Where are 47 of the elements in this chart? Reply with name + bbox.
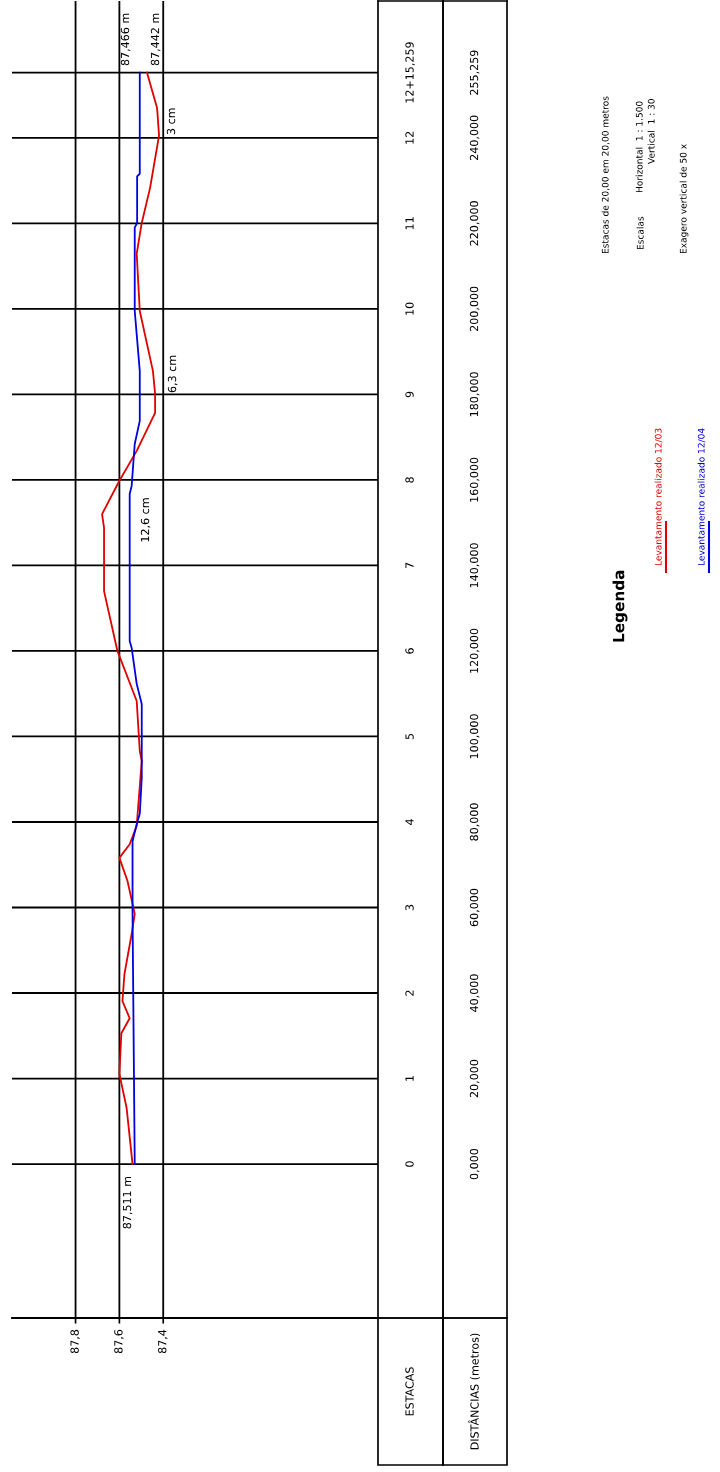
y-tick-label: 100,000 <box>469 714 480 759</box>
y2-tick-label: 2 <box>405 990 414 996</box>
annotation: 87,442 m <box>150 13 161 66</box>
y2-tick-label: 3 <box>405 904 414 911</box>
text: Levantamento realizado 12/03 <box>654 428 663 566</box>
text: Exagero vertical de 50 x <box>679 144 689 254</box>
y-tick-label: 200,000 <box>469 286 480 332</box>
y-tick-label: 0,000 <box>469 1148 480 1180</box>
y2-tick-label: 4 <box>405 819 414 825</box>
y-tick-label: 160,000 <box>469 457 480 502</box>
annotation: 87,466 m <box>120 13 131 66</box>
y-tick-label: 180,000 <box>469 372 480 417</box>
y-tick-label: 255,259 <box>469 50 480 95</box>
y2-tick-label: 12 <box>405 131 414 144</box>
text: Escalas <box>636 216 644 250</box>
annotation: 87,511 m <box>122 1176 133 1229</box>
y2-tick-label: 7 <box>405 562 414 569</box>
y-tick-label: 120,000 <box>469 628 480 673</box>
text: Levantamento realizado 12/04 <box>697 428 706 566</box>
y2-tick-label: 5 <box>405 733 414 740</box>
y-tick-label: 140,000 <box>469 543 480 588</box>
annotation: 3 cm <box>166 108 176 135</box>
x-tick-label: 87,8 <box>70 1329 80 1354</box>
y2-tick-label: 1 <box>405 1076 414 1081</box>
y-tick-label: 220,000 <box>469 201 480 246</box>
x-tick-label: 87,4 <box>158 1329 168 1354</box>
y2-axis-title: ESTACAS <box>405 1367 414 1416</box>
y-tick-label: 40,000 <box>469 974 480 1012</box>
y2-tick-label: 12+15,259 <box>405 42 415 103</box>
annotation: 6,3 cm <box>167 355 178 393</box>
y-tick-label: 20,000 <box>469 1059 480 1098</box>
y-axis-title: DISTÂNCIAS (metros) <box>468 1333 481 1450</box>
x-tick-label: 87,6 <box>114 1329 124 1354</box>
text: Vertical 1 : 30 <box>647 99 655 164</box>
text: Estacas de 20,00 em 20,00 metros <box>601 96 610 254</box>
y2-tick-label: 6 <box>405 648 414 654</box>
legend-title: Legenda <box>612 570 628 642</box>
y2-tick-label: 0 <box>405 1161 414 1167</box>
y-tick-label: 240,000 <box>469 115 480 160</box>
y2-tick-label: 9 <box>405 391 414 398</box>
y-tick-label: 80,000 <box>469 803 480 841</box>
text: Horizontal 1 : 1.500 <box>635 101 643 193</box>
annotation: 12,6 cm <box>140 498 151 542</box>
y2-tick-label: 11 <box>405 217 414 230</box>
y-tick-label: 60,000 <box>469 888 480 927</box>
y2-tick-label: 8 <box>405 477 414 483</box>
y2-tick-label: 10 <box>405 302 414 315</box>
